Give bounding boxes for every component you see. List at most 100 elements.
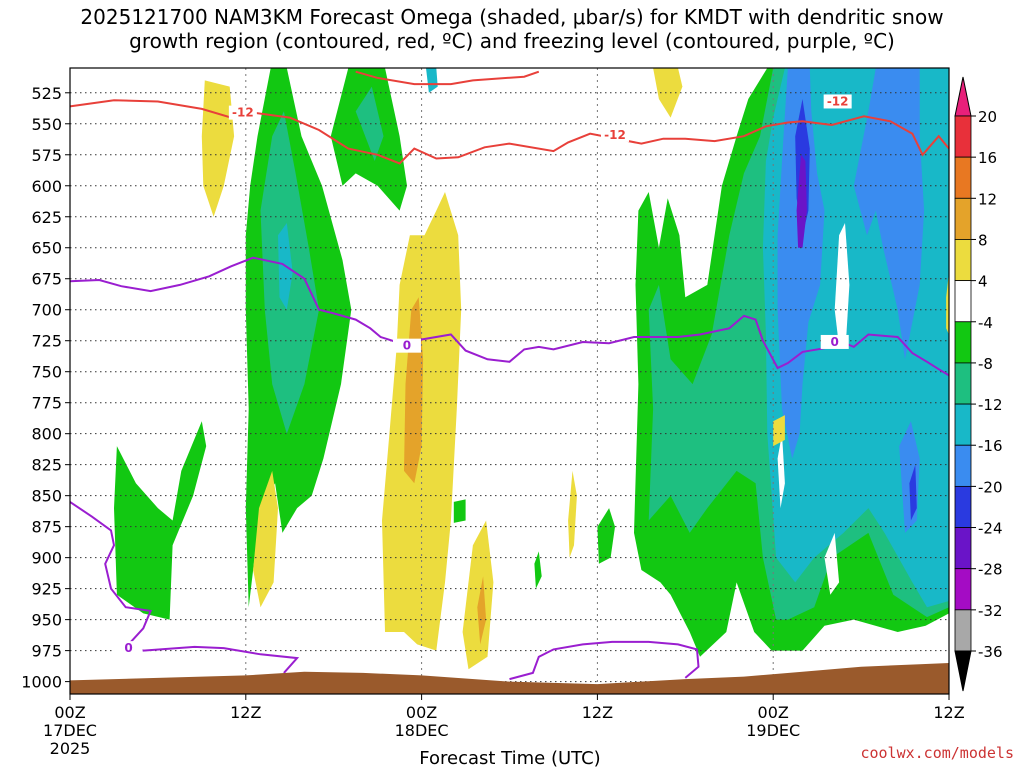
omega-region-upper-right-rising xyxy=(653,68,683,118)
colorbar-label-13: -36 xyxy=(978,643,1003,661)
y-tick-label-600: 600 xyxy=(31,177,62,196)
colorbar-label-6: -8 xyxy=(978,355,993,373)
y-tick-label-950: 950 xyxy=(31,611,62,630)
x-tick-sub1-2: 18DEC xyxy=(395,721,449,740)
omega-region-lower-left-sinking xyxy=(114,421,207,620)
y-tick-label-650: 650 xyxy=(31,239,62,258)
colorbar-top-arrow xyxy=(954,76,972,117)
x-tick-label-4: 00Z xyxy=(758,703,789,722)
terrain-fill xyxy=(70,663,949,694)
omega-region-right-white-notch xyxy=(834,223,850,347)
dgz-contour-label-2-bg xyxy=(600,127,629,142)
colorbar-seg-3 xyxy=(954,239,972,282)
y-tick-label-825: 825 xyxy=(31,456,62,475)
chart-title-line2: growth region (contoured, red, ºC) and f… xyxy=(129,29,895,53)
colorbar-label-2: 12 xyxy=(978,190,997,208)
dgz-contour-label-3: -12 xyxy=(827,94,849,108)
x-tick-label-2: 00Z xyxy=(406,703,437,722)
chart-title-line1: 2025121700 NAM3KM Forecast Omega (shaded… xyxy=(80,5,943,29)
y-tick-label-775: 775 xyxy=(31,394,62,413)
freezing-contour-line-lower xyxy=(69,501,300,674)
omega-region-small-sinking-1 xyxy=(453,499,466,523)
freezing-contour-label-1-bg xyxy=(392,338,421,353)
omega-region-right-purple-core xyxy=(796,154,807,248)
freezing-contour-label-3: 0 xyxy=(124,641,132,655)
omega-region-small-rising-2-core xyxy=(477,576,487,645)
omega-region-small-rising-1 xyxy=(253,470,278,608)
freezing-contour-line-lower2 xyxy=(509,640,700,681)
omega-region-right-blue-2 xyxy=(853,68,925,360)
colorbar-label-9: -20 xyxy=(978,478,1003,496)
colorbar-label-5: -4 xyxy=(978,314,993,332)
credit-text: coolwx.com/models xyxy=(860,744,1014,762)
y-tick-label-925: 925 xyxy=(31,580,62,599)
colorbar-label-12: -32 xyxy=(978,602,1003,620)
y-tick-label-575: 575 xyxy=(31,146,62,165)
colorbar-label-3: 8 xyxy=(978,231,988,249)
x-tick-label-1: 12Z xyxy=(230,703,261,722)
x-tick-sub1-4: 19DEC xyxy=(746,721,800,740)
omega-shading xyxy=(114,68,949,670)
y-tick-label-900: 900 xyxy=(31,549,62,568)
colorbar-seg-11 xyxy=(954,568,972,611)
y-tick-label-725: 725 xyxy=(31,332,62,351)
colorbar-seg-0 xyxy=(954,115,972,158)
y-tick-label-800: 800 xyxy=(31,425,62,444)
colorbar-seg-12 xyxy=(954,609,972,652)
y-tick-label-850: 850 xyxy=(31,487,62,506)
colorbar-label-11: -28 xyxy=(978,561,1003,579)
y-axis: 525 550 575 600 625 650 675 700 725 750 775 800 825 8… xyxy=(21,84,70,692)
contour-lines: -12 -12 -12 0 0 0 xyxy=(69,70,950,681)
colorbar-seg-1 xyxy=(954,156,972,199)
omega-region-right-white-notch-3 xyxy=(824,532,840,595)
freezing-contour-label-2: 0 xyxy=(831,335,839,349)
colorbar-label-4: 4 xyxy=(978,273,988,291)
y-tick-label-750: 750 xyxy=(31,363,62,382)
dgz-contour-label-3-bg xyxy=(823,94,852,109)
omega-region-small-sinking-3 xyxy=(534,551,542,589)
colorbar-label-0: 20 xyxy=(978,108,997,126)
colorbar-seg-9 xyxy=(954,485,972,528)
omega-region-right-white-notch-2 xyxy=(777,433,785,509)
y-tick-label-550: 550 xyxy=(31,115,62,134)
dgz-contour-line-upper xyxy=(355,70,540,86)
omega-region-small-sinking-2 xyxy=(597,508,615,564)
colorbar-bottom-arrow xyxy=(954,650,972,692)
y-tick-label-975: 975 xyxy=(31,642,62,661)
omega-region-upper-mid-sinking-core xyxy=(355,86,384,161)
colorbar-seg-8 xyxy=(954,444,972,487)
plot-frame xyxy=(69,67,950,695)
colorbar-seg-2 xyxy=(954,197,972,240)
y-tick-label-1000: 1000 xyxy=(21,673,62,692)
colorbar-seg-5 xyxy=(954,321,972,364)
colorbar-seg-7 xyxy=(954,403,972,446)
terrain-polygon xyxy=(70,663,949,694)
y-tick-label-700: 700 xyxy=(31,301,62,320)
dgz-contour-label-1: -12 xyxy=(232,106,254,120)
freezing-contour-label-1: 0 xyxy=(403,339,411,353)
y-tick-label-625: 625 xyxy=(31,208,62,227)
omega-region-thin-upper-blue xyxy=(426,68,438,93)
colorbar-label-7: -12 xyxy=(978,396,1003,414)
dgz-contour-label-2: -12 xyxy=(604,128,626,142)
freezing-contour-label-2-bg xyxy=(820,334,849,349)
omega-region-small-rising-right xyxy=(773,415,785,447)
x-axis-label: Forecast Time (UTC) xyxy=(419,748,600,768)
colorbar-seg-6 xyxy=(954,362,972,405)
dgz-contour-line xyxy=(69,99,950,165)
colorbar-seg-4 xyxy=(954,280,972,323)
freezing-contour-label-3-bg xyxy=(114,641,143,656)
colorbar: 20 16 12 8 4 -4 -8 -12 -16 -20 -24 -28 -32 -36 xyxy=(954,76,1003,692)
colorbar-label-8: -16 xyxy=(978,437,1003,455)
omega-region-right-blue-deep-2 xyxy=(909,464,917,521)
colorbar-seg-10 xyxy=(954,527,972,570)
omega-region-upper-left-rising xyxy=(201,80,235,217)
plot-area: -12 -12 -12 0 0 0 xyxy=(69,67,950,695)
colorbar-label-10: -24 xyxy=(978,520,1003,538)
gridlines xyxy=(70,68,949,694)
y-tick-label-525: 525 xyxy=(31,84,62,103)
colorbar-label-1: 16 xyxy=(978,149,997,167)
y-tick-label-675: 675 xyxy=(31,270,62,289)
